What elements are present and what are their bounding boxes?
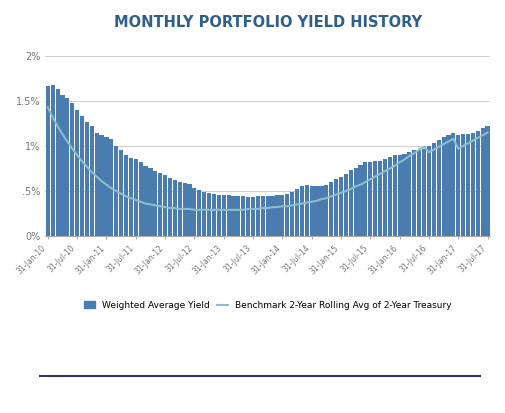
Bar [222, 195, 226, 236]
Legend: Weighted Average Yield, Benchmark 2-Year Rolling Avg of 2-Year Treasury: Weighted Average Yield, Benchmark 2-Year… [79, 297, 456, 314]
Bar [408, 152, 412, 236]
Bar [441, 137, 445, 236]
Bar [397, 155, 401, 236]
Bar [285, 194, 289, 236]
Bar [61, 95, 65, 236]
Bar [138, 162, 143, 236]
Bar [300, 186, 304, 236]
Bar [134, 159, 138, 236]
Bar [412, 150, 416, 236]
Bar [383, 159, 387, 236]
Bar [310, 186, 314, 236]
Bar [178, 182, 182, 236]
Bar [75, 110, 79, 236]
Bar [446, 135, 450, 236]
Bar [46, 86, 50, 236]
Bar [344, 174, 348, 236]
Bar [85, 122, 89, 236]
Bar [417, 150, 421, 236]
Bar [471, 133, 475, 236]
Bar [266, 196, 270, 236]
Bar [148, 169, 153, 236]
Bar [368, 162, 372, 236]
Bar [212, 194, 216, 236]
Bar [187, 184, 191, 236]
Bar [319, 186, 324, 236]
Bar [94, 133, 99, 236]
Bar [481, 128, 485, 236]
Bar [124, 155, 128, 236]
Bar [143, 166, 147, 236]
Bar [56, 89, 60, 236]
Bar [109, 139, 114, 236]
Bar [119, 150, 123, 236]
Bar [105, 137, 109, 236]
Bar [197, 190, 201, 236]
Bar [227, 195, 231, 236]
Bar [290, 192, 294, 236]
Bar [432, 143, 436, 236]
Bar [182, 183, 187, 236]
Bar [305, 185, 309, 236]
Bar [295, 189, 299, 236]
Bar [261, 196, 265, 236]
Bar [373, 161, 377, 236]
Bar [251, 197, 255, 236]
Title: MONTHLY PORTFOLIO YIELD HISTORY: MONTHLY PORTFOLIO YIELD HISTORY [114, 15, 422, 30]
Bar [246, 197, 250, 236]
Bar [173, 180, 177, 236]
Bar [90, 126, 94, 236]
Bar [393, 155, 397, 236]
Bar [485, 126, 490, 236]
Bar [275, 195, 280, 236]
Bar [129, 158, 133, 236]
Bar [153, 171, 158, 236]
Bar [217, 195, 221, 236]
Bar [65, 98, 70, 236]
Bar [256, 196, 260, 236]
Bar [359, 165, 363, 236]
Bar [168, 178, 172, 236]
Bar [348, 170, 353, 236]
Bar [456, 135, 461, 236]
Bar [114, 146, 118, 236]
Bar [99, 135, 104, 236]
Bar [163, 175, 167, 236]
Bar [158, 173, 162, 236]
Bar [202, 192, 206, 236]
Bar [334, 179, 338, 236]
Bar [363, 162, 368, 236]
Bar [427, 146, 431, 236]
Bar [339, 177, 343, 236]
Bar [192, 188, 196, 236]
Bar [354, 168, 358, 236]
Bar [80, 116, 84, 236]
Bar [466, 134, 470, 236]
Bar [280, 195, 284, 236]
Bar [476, 131, 480, 236]
Bar [241, 196, 245, 236]
Bar [422, 149, 426, 236]
Bar [315, 186, 319, 236]
Bar [437, 140, 441, 236]
Bar [324, 185, 328, 236]
Bar [402, 154, 407, 236]
Bar [207, 193, 211, 236]
Bar [388, 157, 392, 236]
Bar [329, 182, 333, 236]
Bar [451, 133, 456, 236]
Bar [236, 196, 240, 236]
Bar [378, 161, 382, 236]
Bar [231, 196, 235, 236]
Bar [271, 196, 275, 236]
Bar [461, 134, 465, 236]
Bar [50, 85, 55, 236]
Bar [70, 103, 74, 236]
